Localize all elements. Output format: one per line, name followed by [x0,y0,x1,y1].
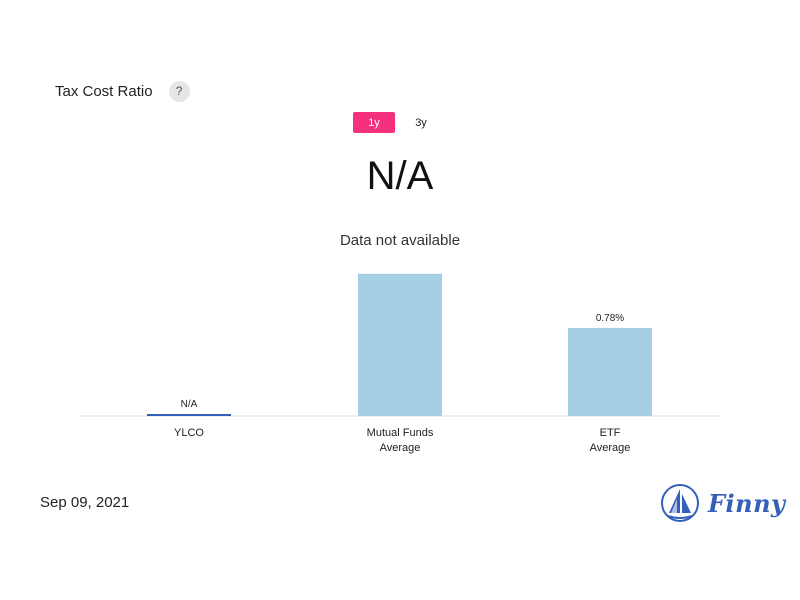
sailboat-logo-icon [661,484,699,522]
bar [568,327,652,416]
category-label: YLCO [174,427,204,439]
category-label: Mutual Funds [367,427,434,439]
category-label: Average [380,442,421,454]
bar [358,273,442,416]
bar-value-label: 0.78% [596,313,624,324]
ratio-value: N/A [366,154,434,198]
bar-value-label: N/A [181,399,198,410]
help-icon[interactable]: ? [168,80,190,102]
section-title: Tax Cost Ratio [55,82,153,100]
period-tabs: 1y 3y [353,112,442,133]
brand-name: Finny [708,488,786,518]
category-label: ETF [600,427,621,439]
data-status-message: Data not available [339,232,461,249]
comparison-bar-chart: N/AYLCO1.26%Mutual FundsAverage0.78%ETFA… [80,273,720,454]
title-row: Tax Cost Ratio ? [55,80,190,102]
as-of-date: Sep 09, 2021 [40,494,130,511]
bar-empty [147,414,231,416]
category-label: Average [590,442,631,454]
finny-logo: Finny [660,483,786,523]
tab-1y[interactable]: 1y [353,112,395,133]
tab-3y[interactable]: 3y [415,116,427,129]
